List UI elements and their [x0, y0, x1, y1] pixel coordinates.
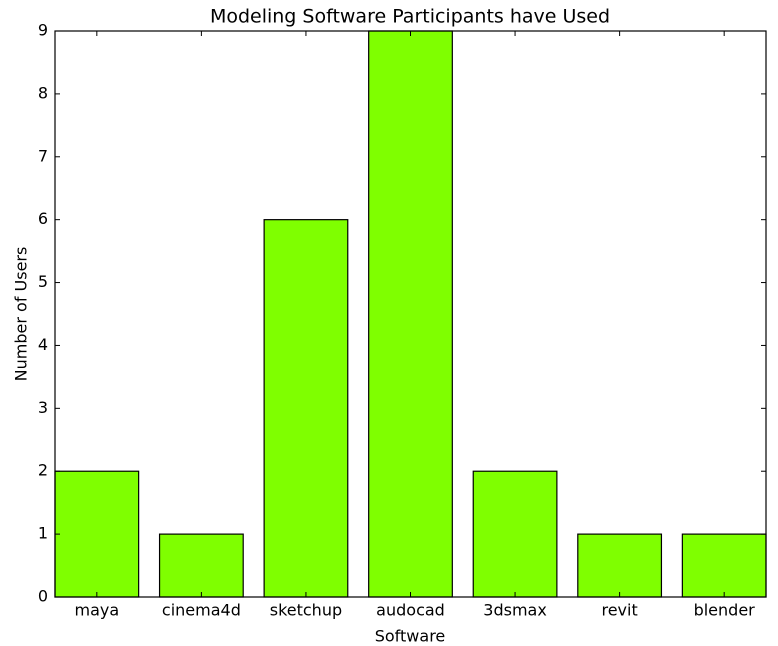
chart-title: Modeling Software Participants have Used [210, 6, 610, 28]
x-tick-label: 3dsmax [483, 601, 547, 620]
y-tick-label: 4 [38, 335, 48, 354]
y-tick-label: 2 [38, 461, 48, 480]
bar [368, 30, 453, 598]
bar [577, 533, 663, 598]
x-tick-label: revit [601, 601, 637, 620]
bar [54, 470, 140, 598]
x-tick-label: audocad [376, 601, 445, 620]
bar [472, 470, 558, 598]
y-tick-label: 7 [38, 146, 48, 165]
x-tick-label: cinema4d [162, 601, 241, 620]
y-tick-label: 5 [38, 272, 48, 291]
y-axis-label: Number of Users [12, 247, 31, 382]
x-tick-label: maya [74, 601, 119, 620]
x-tick-label: sketchup [270, 601, 342, 620]
y-tick-label: 3 [38, 398, 48, 417]
y-tick-label: 8 [38, 83, 48, 102]
x-tick-label: blender [694, 601, 756, 620]
y-tick-label: 6 [38, 209, 48, 228]
bar [158, 533, 244, 598]
axes-frame [54, 30, 767, 598]
y-tick-label: 9 [38, 21, 48, 40]
y-tick-label: 0 [38, 587, 48, 606]
bar [681, 533, 767, 598]
x-axis-label: Software [375, 627, 446, 646]
y-tick-label: 1 [38, 524, 48, 543]
bar [263, 219, 349, 598]
